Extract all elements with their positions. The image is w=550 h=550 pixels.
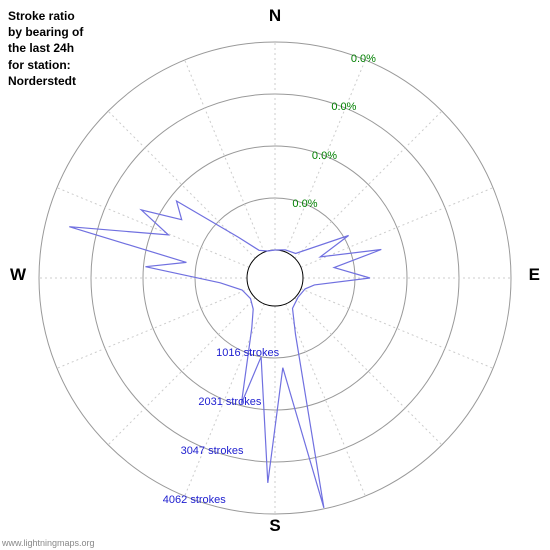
- compass-w: W: [10, 265, 26, 285]
- ring-label-strokes: 1016 strokes: [216, 347, 279, 359]
- ring-label-strokes: 3047 strokes: [181, 445, 244, 457]
- chart-title: Stroke ratio by bearing of the last 24h …: [8, 8, 83, 89]
- compass-n: N: [269, 6, 281, 26]
- compass-e: E: [529, 265, 540, 285]
- ring-label-percent: 0.0%: [351, 53, 376, 65]
- credit-text: www.lightningmaps.org: [2, 538, 95, 548]
- ring-label-strokes: 4062 strokes: [163, 494, 226, 506]
- ring-label-percent: 0.0%: [331, 101, 356, 113]
- ring-label-percent: 0.0%: [292, 198, 317, 210]
- ring-label-percent: 0.0%: [312, 150, 337, 162]
- compass-s: S: [269, 516, 280, 536]
- ring-label-strokes: 2031 strokes: [198, 396, 261, 408]
